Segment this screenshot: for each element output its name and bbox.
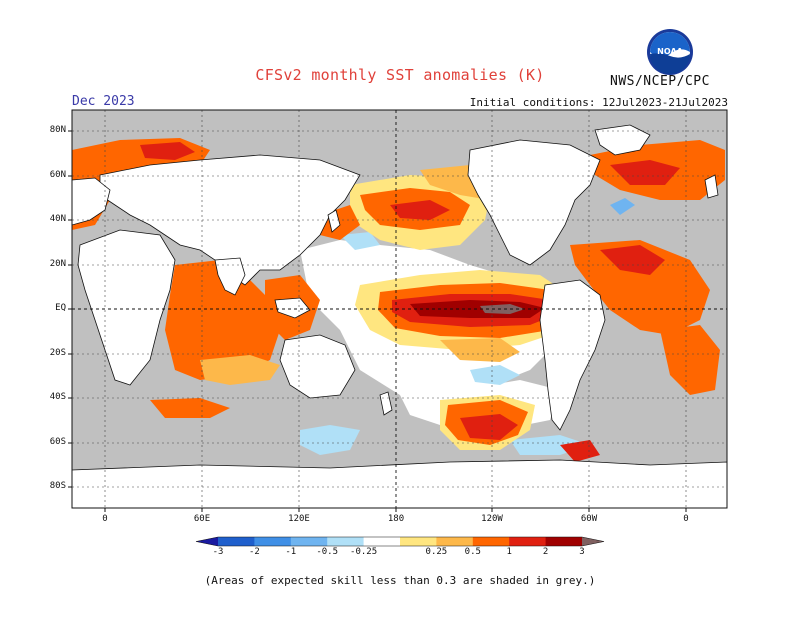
tick-marks [68, 130, 687, 512]
colorbar-label: 1 [506, 547, 512, 557]
southern-ocean-warm [150, 398, 230, 418]
cool-anomaly-patch-5 [610, 198, 635, 215]
noaa-logo-icon: NOAA [647, 29, 693, 75]
lat-label-eq: EQ [55, 303, 66, 313]
lon-label-0-east: 0 [683, 514, 689, 524]
colorbar-label: -2 [248, 547, 260, 557]
forecast-month: Dec 2023 [72, 94, 135, 109]
lat-label-40n: 40N [49, 214, 66, 224]
cool-anomaly-patch [300, 425, 360, 455]
lon-label-120e: 120E [288, 514, 310, 524]
japan-landmass [327, 209, 341, 233]
uk-landmass [704, 174, 719, 199]
svg-text:NOAA: NOAA [657, 47, 683, 56]
initial-conditions: Initial conditions: 12Jul2023-21Jul2023 [469, 96, 728, 109]
south-america-landmass [539, 279, 606, 431]
colorbar-label: -0.5 [316, 547, 339, 557]
continents [72, 124, 727, 508]
arctic-warm-west-red [140, 142, 195, 160]
lat-label-80s: 80S [49, 481, 66, 491]
lat-label-40s: 40S [49, 392, 66, 402]
colorbar-label: 2 [542, 547, 549, 557]
north-pacific-warm-core [390, 200, 450, 220]
north-america-landmass [467, 139, 601, 266]
gridlines [72, 110, 727, 508]
lon-label-60w: 60W [580, 514, 598, 524]
africa-landmass [77, 229, 176, 386]
eurasia-landmass [99, 154, 361, 286]
colorbar-label: -1 [285, 547, 297, 557]
lat-label-20n: 20N [49, 259, 66, 269]
antarctica-landmass [72, 459, 727, 508]
colorbar-label: 3 [579, 547, 585, 557]
lat-label-60n: 60N [49, 170, 66, 180]
maritime-continent [274, 297, 311, 319]
lat-label-60s: 60S [49, 437, 66, 447]
greenland-landmass [594, 124, 651, 156]
southeast-pacific-warm [440, 338, 520, 362]
colorbar-label: -0.25 [350, 547, 378, 557]
lat-label-20s: 20S [49, 348, 66, 358]
lat-label-80n: 80N [49, 125, 66, 135]
lon-label-180: 180 [387, 514, 405, 524]
equatorial-pacific-max [480, 304, 525, 314]
agency-label: NWS/NCEP/CPC [610, 74, 710, 89]
colorbar-label: -3 [212, 547, 224, 557]
lon-label-120w: 120W [481, 514, 503, 524]
atlantic-warm-red [600, 245, 665, 275]
atlantic-warm [570, 240, 710, 335]
india-landmass [214, 257, 246, 296]
chart-title: CFSv2 monthly SST anomalies (K) [255, 66, 545, 84]
indian-ocean-warm [165, 260, 280, 380]
colorbar-label: 0.5 [464, 547, 481, 557]
colorbar-label: 0.25 [425, 547, 448, 557]
north-atlantic-red [610, 160, 680, 185]
footnote: (Areas of expected skill less than 0.3 a… [204, 574, 596, 587]
indian-ocean-warm-2 [200, 355, 280, 385]
south-pacific-warm-red [460, 414, 518, 440]
cool-anomaly-patch-3 [470, 365, 520, 385]
lon-label-0-west: 0 [102, 514, 108, 524]
cool-anomaly-patch-2 [340, 232, 380, 250]
southern-ocean-warm-2 [560, 440, 600, 462]
south-atlantic-warm [660, 325, 720, 395]
lon-label-60e: 60E [193, 514, 211, 524]
